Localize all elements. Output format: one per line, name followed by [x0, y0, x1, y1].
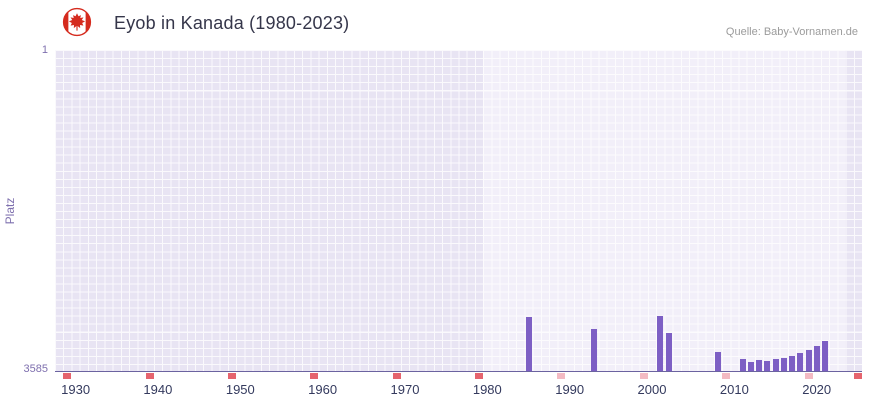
bar-2020[interactable] — [813, 345, 820, 372]
bar-2015[interactable] — [772, 359, 779, 372]
x-axis-tick-label-1950: 1950 — [225, 382, 255, 397]
x-axis-tick-label-1960: 1960 — [308, 382, 338, 397]
bar-1985[interactable] — [525, 317, 532, 372]
missing-rank-marker-1939 — [145, 373, 154, 379]
missing-rank-marker-2019 — [804, 373, 813, 379]
source-credit: Quelle: Baby-Vornamen.de — [725, 26, 858, 38]
x-axis-tick-label-2020: 2020 — [802, 382, 832, 397]
x-axis-tick-label-1990: 1990 — [555, 382, 585, 397]
bar-2011[interactable] — [739, 359, 746, 372]
bar-2012[interactable] — [747, 361, 754, 372]
bar-2017[interactable] — [789, 355, 795, 372]
bar-2021[interactable] — [821, 340, 828, 372]
x-axis-tick-label-1980: 1980 — [472, 382, 502, 397]
y-axis-min-label: 3585 — [23, 363, 48, 375]
x-axis-line — [55, 371, 862, 372]
x-axis-tick-label-1940: 1940 — [143, 382, 173, 397]
missing-rank-marker-2025 — [853, 373, 862, 379]
x-axis-labels-layer: 1930 1940 1950 1960 1970 1980 1990 2000 2010 2020 — [55, 382, 862, 398]
canada-flag-icon — [62, 7, 92, 37]
bar-2001[interactable] — [657, 315, 664, 372]
bar-1993[interactable] — [591, 329, 598, 372]
missing-rank-marker-1959 — [310, 373, 319, 379]
missing-rank-marker-2009 — [722, 373, 731, 379]
missing-rank-marker-1929 — [63, 373, 72, 379]
bar-2008[interactable] — [714, 351, 721, 372]
missing-rank-marker-1949 — [228, 373, 236, 379]
bar-2018[interactable] — [797, 353, 804, 372]
bars-layer — [55, 50, 862, 372]
chart-title: Eyob in Kanada (1980-2023) — [114, 13, 350, 33]
x-axis-tick-label-1970: 1970 — [390, 382, 420, 397]
missing-rank-marker-1999 — [639, 373, 648, 379]
missing-rank-marker-1989 — [557, 373, 566, 379]
bar-2013[interactable] — [756, 359, 763, 372]
x-axis-tick-label-2010: 2010 — [719, 382, 749, 397]
missing-rank-marker-1969 — [392, 373, 401, 379]
x-axis-tick-label-2000: 2000 — [637, 382, 667, 397]
bar-2002[interactable] — [665, 332, 672, 372]
y-axis-max-label: 1 — [41, 44, 48, 56]
x-axis-tick-label-1930: 1930 — [61, 382, 91, 397]
bar-2019[interactable] — [805, 349, 812, 372]
plot-area — [55, 50, 862, 372]
bar-2014[interactable] — [764, 360, 771, 372]
y-axis-title: Platz — [3, 197, 17, 225]
bar-2016[interactable] — [780, 358, 787, 372]
x-axis-markers-layer — [55, 373, 862, 380]
gridlines — [55, 50, 862, 372]
missing-rank-marker-1979 — [475, 373, 484, 379]
